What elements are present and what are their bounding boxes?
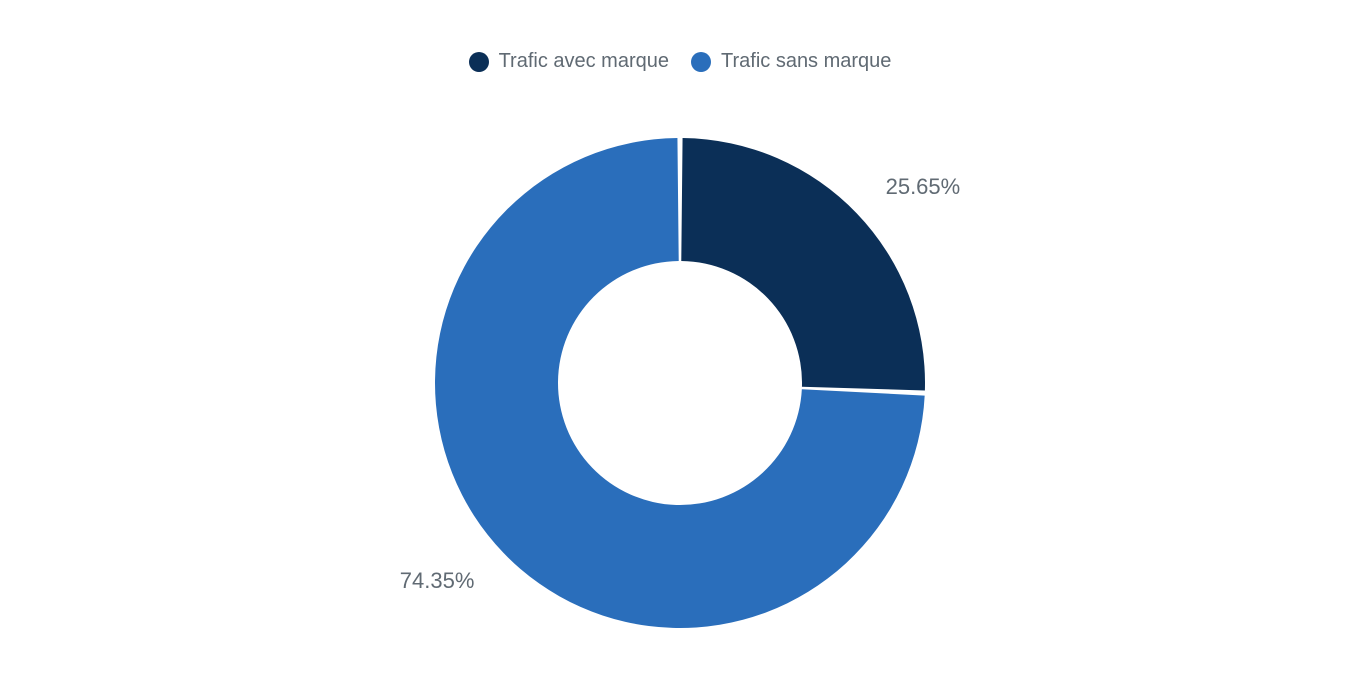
slice-value-branded: 25.65%	[886, 174, 961, 200]
legend-swatch-branded	[469, 52, 489, 72]
chart-container: Trafic avec marque Trafic sans marque 25…	[0, 0, 1360, 680]
donut-chart-wrap: 25.65% 74.35%	[0, 103, 1360, 663]
legend-label-branded: Trafic avec marque	[499, 50, 669, 73]
legend-swatch-nonbranded	[691, 52, 711, 72]
chart-legend: Trafic avec marque Trafic sans marque	[469, 50, 892, 73]
slice-value-nonbranded: 74.35%	[400, 568, 475, 594]
legend-item-branded: Trafic avec marque	[469, 50, 669, 73]
legend-item-nonbranded: Trafic sans marque	[691, 50, 891, 73]
donut-chart	[420, 123, 940, 643]
legend-label-nonbranded: Trafic sans marque	[721, 50, 891, 73]
